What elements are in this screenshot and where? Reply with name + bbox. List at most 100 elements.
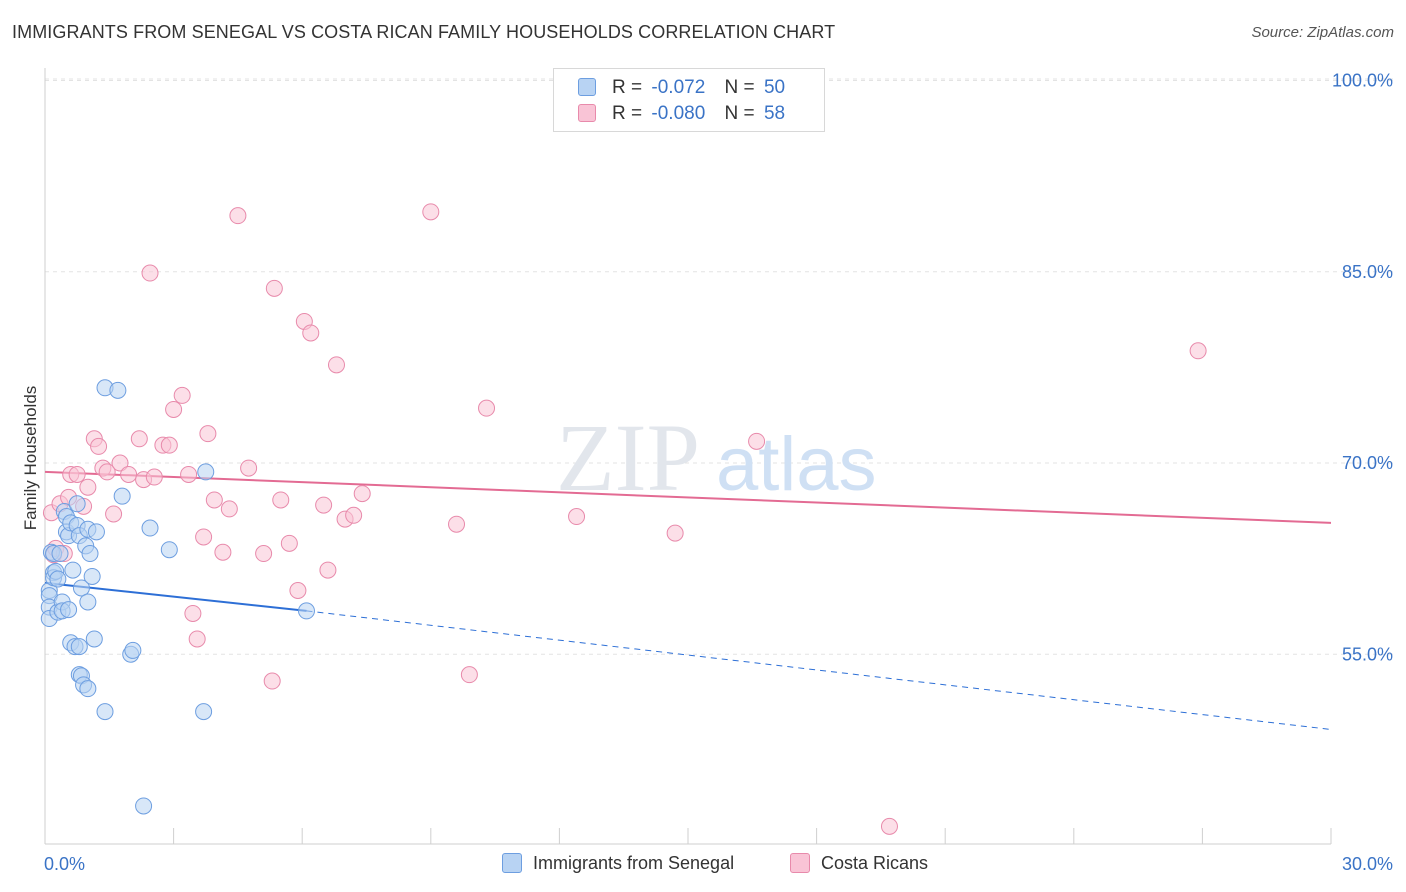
- legend-r-label: R =: [612, 103, 643, 124]
- y-tick-label: 85.0%: [1342, 262, 1393, 282]
- costa-ricans-point: [195, 528, 213, 546]
- costa-ricans-point: [289, 582, 307, 599]
- costa-ricans-point: [748, 432, 766, 450]
- costa-ricans-point: [141, 264, 159, 282]
- costa-ricans-point: [327, 356, 345, 374]
- costa-ricans-point: [422, 203, 440, 221]
- y-tick-label: 100.0%: [1332, 71, 1393, 91]
- grid-lines: [45, 78, 1394, 655]
- senegal-point: [135, 797, 153, 815]
- costa-ricans-point: [79, 478, 97, 496]
- costa-ricans-point: [188, 630, 206, 648]
- senegal-points: [40, 379, 315, 815]
- legend-n-value: 58: [763, 103, 786, 124]
- costa-ricans-point: [448, 515, 466, 533]
- senegal-point: [79, 593, 97, 611]
- costa-ricans-point: [98, 463, 116, 481]
- costa-ricans-point: [180, 465, 198, 483]
- watermark-atlas: atlas: [716, 422, 877, 507]
- senegal-point: [109, 381, 127, 399]
- senegal-point: [72, 579, 90, 597]
- senegal-point: [160, 541, 178, 559]
- senegal-point: [60, 601, 78, 619]
- senegal-point: [68, 495, 86, 513]
- senegal-point: [141, 519, 159, 537]
- legend-n-label: N =: [724, 103, 755, 124]
- tick-labels: 100.0% 85.0% 70.0% 55.0% 0.0% 30.0%: [44, 71, 1393, 875]
- legend-r-value: -0.072: [651, 77, 706, 98]
- costa-ricans-point: [120, 465, 138, 483]
- y-axis-label: Family Households: [21, 386, 40, 531]
- series-legend-label-senegal: Immigrants from Senegal: [533, 853, 735, 873]
- costa-ricans-point: [460, 666, 478, 684]
- legend-r-value: -0.080: [651, 103, 706, 124]
- costa-ricans-point: [165, 400, 183, 418]
- y-tick-label: 70.0%: [1342, 453, 1393, 473]
- costa-ricans-point: [280, 534, 298, 552]
- costa-ricans-point: [272, 491, 290, 509]
- series-legend-label-costa-ricans: Costa Ricans: [821, 853, 929, 873]
- series-legend-swatch-senegal: [502, 853, 522, 873]
- x-tick-label: 30.0%: [1342, 854, 1393, 874]
- costa-ricans-point: [111, 454, 129, 472]
- costa-ricans-point: [205, 491, 223, 509]
- costa-ricans-point: [353, 485, 371, 503]
- legend-r-label: R =: [612, 77, 643, 98]
- costa-ricans-points: [42, 203, 1207, 835]
- legend-n-label: N =: [724, 77, 755, 98]
- costa-ricans-point: [68, 465, 86, 483]
- senegal-point: [83, 567, 101, 585]
- senegal-trend-extension: [306, 610, 1332, 730]
- senegal-point: [79, 680, 97, 698]
- costa-ricans-point: [315, 496, 333, 514]
- senegal-point: [113, 487, 131, 505]
- costa-ricans-point: [478, 399, 496, 417]
- senegal-point: [297, 602, 315, 620]
- senegal-point: [85, 630, 103, 648]
- costa-ricans-point: [160, 436, 178, 454]
- senegal-point: [96, 703, 114, 721]
- senegal-point: [51, 545, 69, 563]
- costa-ricans-point: [184, 604, 202, 622]
- senegal-point: [197, 463, 215, 481]
- watermark: ZIP atlas: [556, 404, 877, 511]
- costa-ricans-trend-line: [44, 470, 1332, 524]
- costa-ricans-point: [880, 817, 898, 835]
- correlation-legend: R = -0.072 N = 50 R = -0.080 N = 58: [553, 68, 825, 132]
- costa-ricans-point: [173, 386, 191, 404]
- senegal-point: [49, 570, 67, 588]
- costa-ricans-point: [568, 508, 586, 526]
- costa-ricans-point: [105, 505, 123, 523]
- costa-ricans-point: [319, 561, 337, 579]
- x-tick-label: 0.0%: [44, 854, 85, 874]
- costa-ricans-point: [145, 468, 163, 486]
- senegal-point: [124, 641, 142, 659]
- costa-ricans-point: [666, 524, 684, 542]
- costa-ricans-point: [229, 207, 247, 225]
- costa-ricans-point: [130, 430, 148, 448]
- legend-swatch-blue: [578, 78, 596, 96]
- costa-ricans-point: [263, 672, 281, 690]
- costa-ricans-point: [90, 437, 108, 455]
- costa-ricans-point: [214, 543, 232, 561]
- costa-ricans-point: [302, 324, 320, 342]
- costa-ricans-point: [265, 279, 283, 297]
- costa-ricans-point: [199, 425, 217, 443]
- source-label: Source: ZipAtlas.com: [1251, 24, 1394, 41]
- costa-ricans-point: [240, 459, 258, 477]
- senegal-point: [87, 523, 105, 541]
- costa-ricans-point: [220, 500, 238, 518]
- senegal-point: [195, 703, 213, 721]
- costa-ricans-point: [1189, 342, 1207, 360]
- costa-ricans-point: [255, 545, 273, 563]
- senegal-point: [70, 638, 88, 656]
- senegal-point: [64, 561, 82, 579]
- axes: [44, 68, 1332, 845]
- senegal-point: [81, 545, 99, 563]
- y-tick-label: 55.0%: [1342, 644, 1393, 664]
- series-legend-swatch-costa-ricans: [790, 853, 810, 873]
- legend-swatch-pink: [578, 104, 596, 122]
- chart-title: IMMIGRANTS FROM SENEGAL VS COSTA RICAN F…: [12, 22, 836, 42]
- costa-ricans-point: [345, 506, 363, 524]
